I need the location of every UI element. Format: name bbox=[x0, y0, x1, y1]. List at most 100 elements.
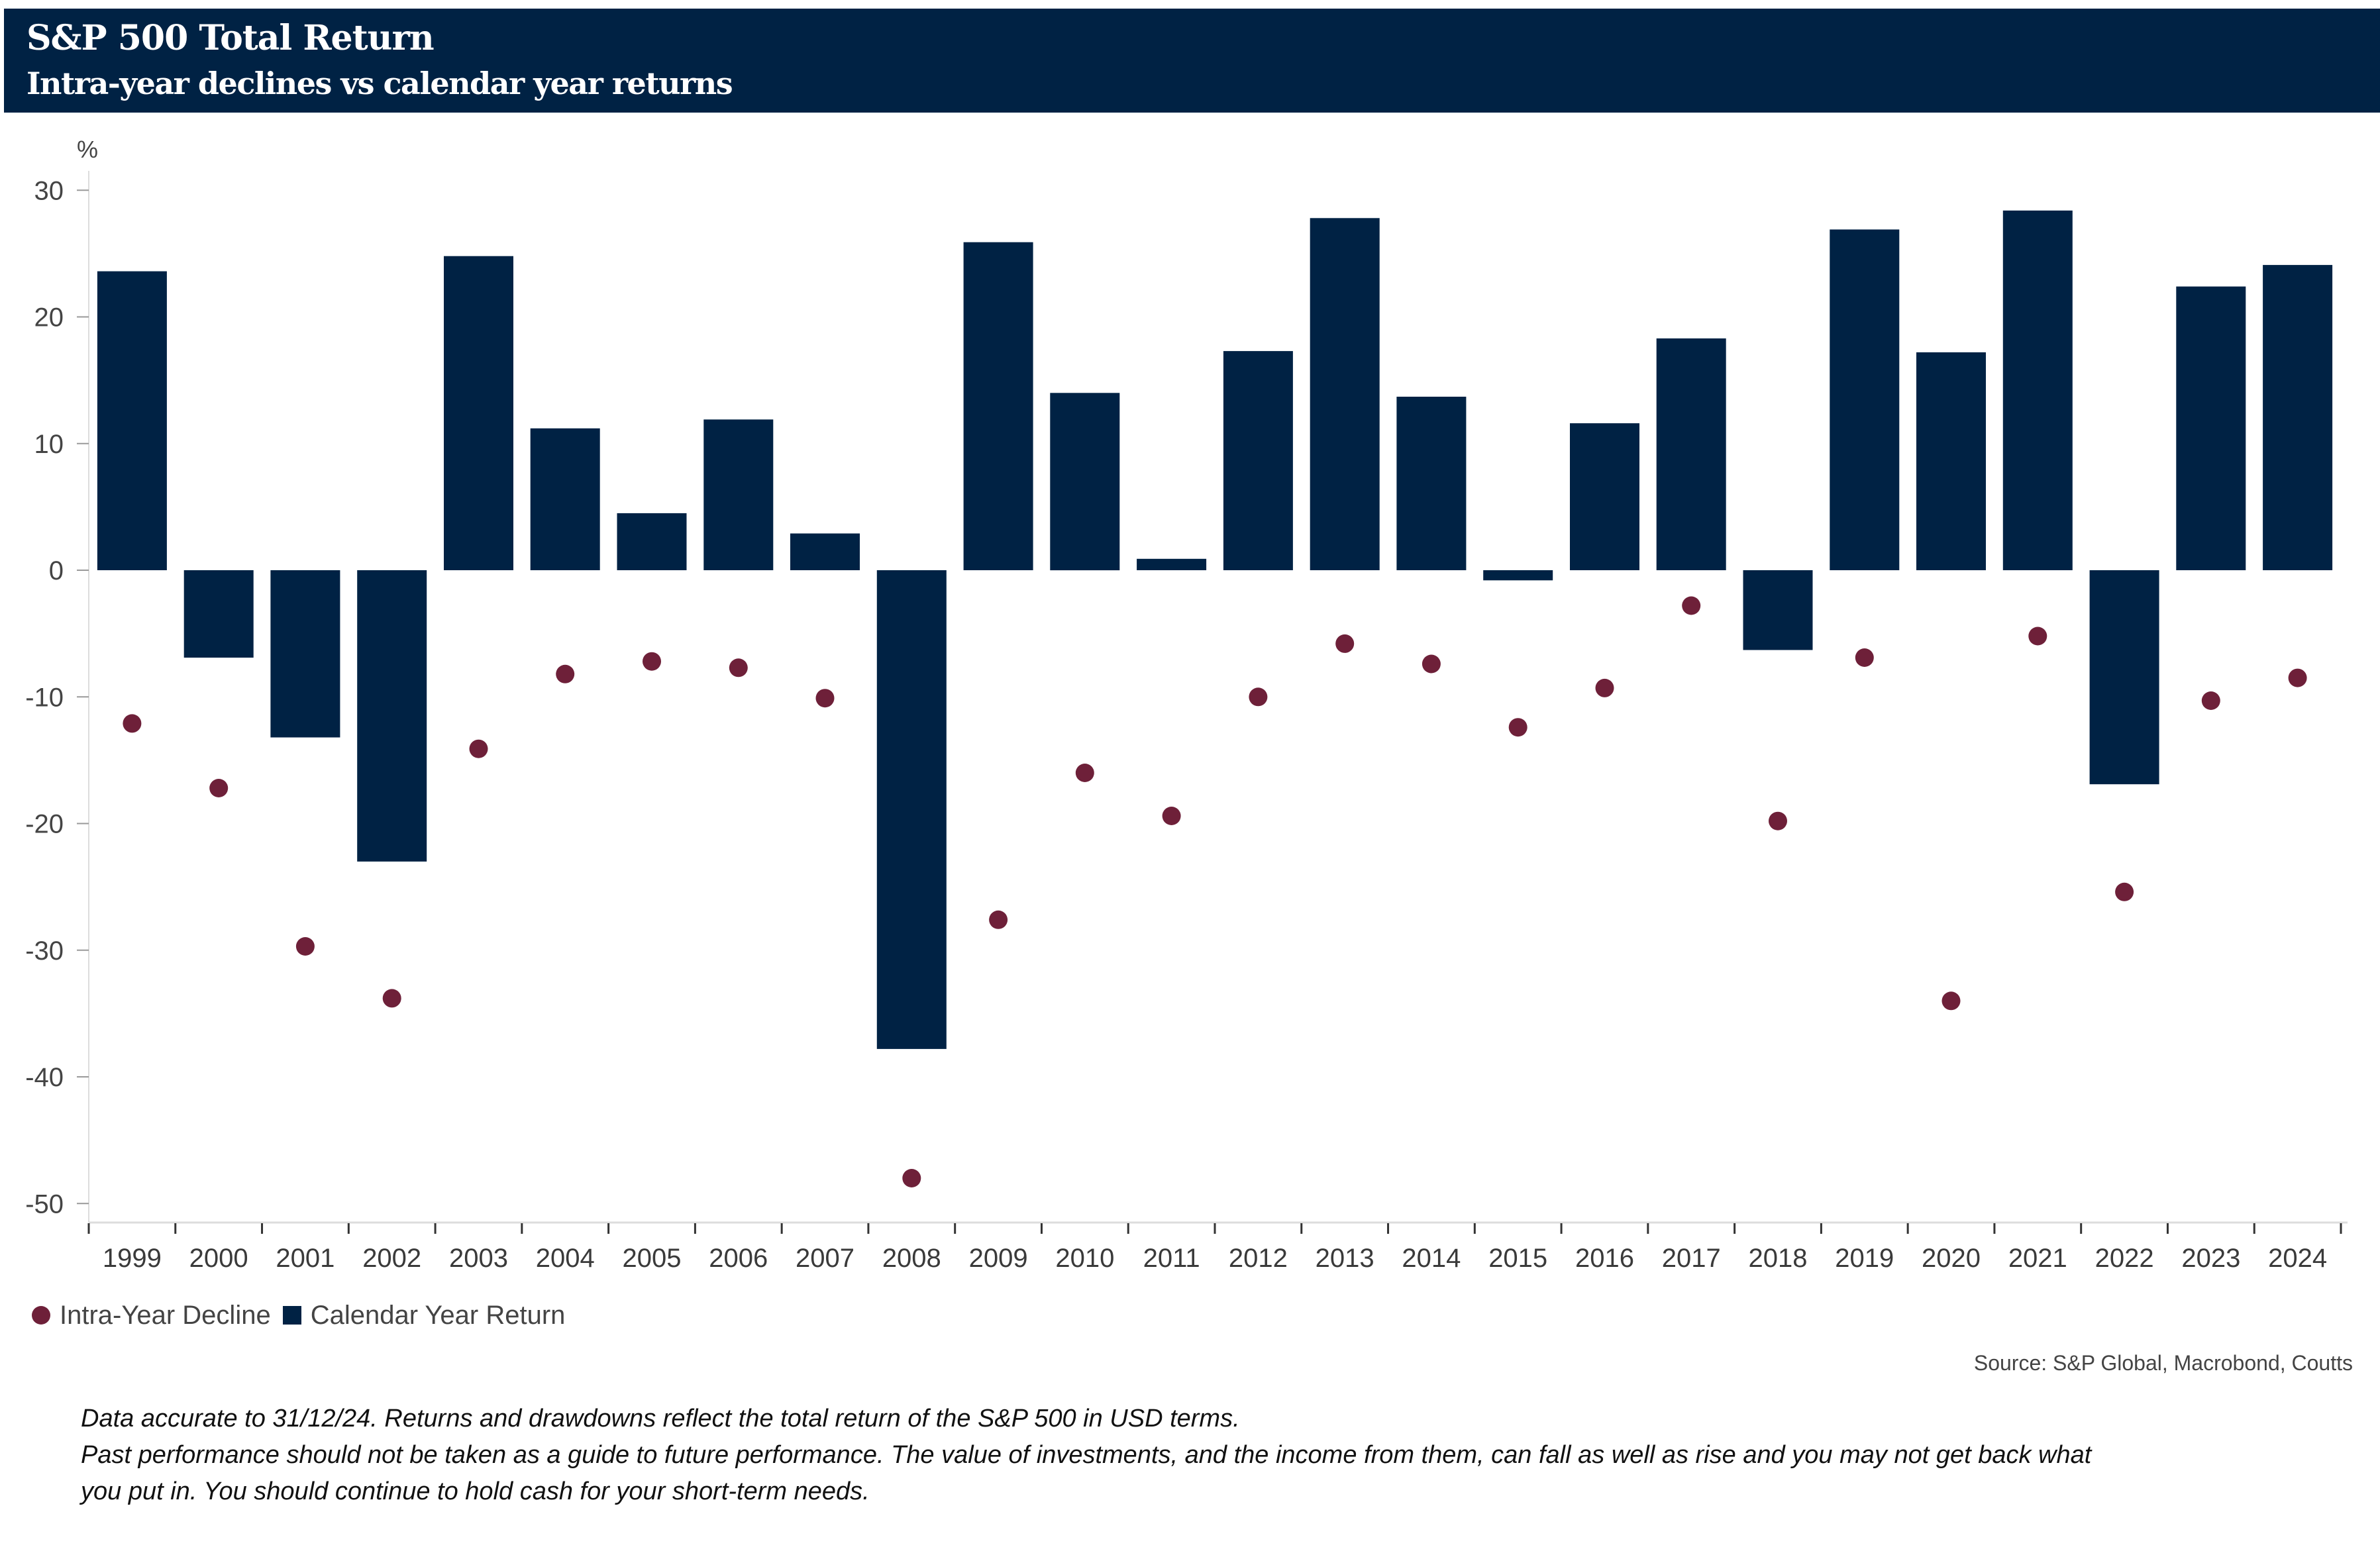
bar-2004 bbox=[530, 428, 600, 570]
x-tick-label: 2012 bbox=[1229, 1244, 1288, 1273]
dot-2004 bbox=[556, 664, 575, 683]
bar-series-calendar-year-return bbox=[97, 210, 2333, 1049]
dot-2003 bbox=[469, 739, 488, 758]
x-tick-label: 2015 bbox=[1488, 1244, 1547, 1273]
x-tick-label: 2020 bbox=[1922, 1244, 1981, 1273]
dot-2013 bbox=[1335, 634, 1355, 653]
bar-2024 bbox=[2263, 265, 2333, 570]
y-tick-label: -40 bbox=[25, 1063, 64, 1092]
x-tick-label: 2021 bbox=[2008, 1244, 2067, 1273]
dot-2000 bbox=[209, 779, 229, 797]
bar-2005 bbox=[617, 513, 687, 570]
chart-legend: Intra-Year Decline Calendar Year Return bbox=[32, 1298, 565, 1332]
y-axis-unit-label: % bbox=[77, 136, 98, 163]
dot-2008 bbox=[902, 1169, 921, 1187]
bar-2021 bbox=[2002, 210, 2073, 570]
legend-label-intra-year-decline: Intra-Year Decline bbox=[60, 1300, 271, 1330]
bar-2023 bbox=[2176, 286, 2246, 570]
bar-2000 bbox=[183, 570, 254, 658]
x-tick-label: 2024 bbox=[2268, 1244, 2327, 1273]
dot-2009 bbox=[989, 910, 1008, 929]
chart-subtitle: Intra-year declines vs calendar year ret… bbox=[26, 66, 733, 101]
y-tick-label: 20 bbox=[34, 303, 64, 332]
dot-2022 bbox=[2115, 882, 2134, 901]
dot-2012 bbox=[1249, 687, 1268, 707]
scatter-series-intra-year-decline bbox=[123, 596, 2307, 1187]
bar-2002 bbox=[357, 570, 427, 862]
dot-2021 bbox=[2028, 627, 2047, 646]
bar-2016 bbox=[1570, 423, 1639, 570]
chart-title: S&P 500 Total Return bbox=[26, 18, 435, 58]
x-tick-label: 2016 bbox=[1575, 1244, 1634, 1273]
bar-2007 bbox=[790, 533, 860, 570]
dot-2002 bbox=[382, 989, 401, 1008]
x-tick-label: 2017 bbox=[1662, 1244, 1721, 1273]
x-tick-label: 2005 bbox=[623, 1244, 682, 1273]
dot-2016 bbox=[1595, 678, 1614, 697]
disclaimer-line: Past performance should not be taken as … bbox=[81, 1441, 2092, 1469]
y-tick-label: -50 bbox=[25, 1189, 64, 1219]
disclaimer-line: you put in. You should continue to hold … bbox=[81, 1478, 870, 1505]
x-tick-label: 2011 bbox=[1143, 1244, 1200, 1273]
bar-2017 bbox=[1656, 338, 1726, 570]
x-tick-label: 2009 bbox=[969, 1244, 1028, 1273]
disclaimer-line: Data accurate to 31/12/24. Returns and d… bbox=[81, 1405, 1240, 1432]
bar-2020 bbox=[1916, 352, 1986, 570]
x-tick-label: 2000 bbox=[189, 1244, 248, 1273]
bar-2006 bbox=[703, 419, 774, 570]
dot-2020 bbox=[1941, 991, 1961, 1011]
legend-label-calendar-year-return: Calendar Year Return bbox=[310, 1300, 566, 1330]
bar-2010 bbox=[1050, 393, 1120, 571]
y-tick-label: 30 bbox=[34, 176, 64, 205]
dot-2018 bbox=[1769, 811, 1787, 830]
bar-2008 bbox=[876, 570, 947, 1049]
x-tick-label: 2014 bbox=[1402, 1244, 1461, 1273]
bar-2014 bbox=[1396, 397, 1467, 570]
x-tick-label: 2006 bbox=[709, 1244, 768, 1273]
x-tick-label: 1999 bbox=[103, 1244, 162, 1273]
bar-2013 bbox=[1310, 218, 1380, 570]
y-tick-label: -30 bbox=[25, 936, 64, 966]
dot-2014 bbox=[1422, 654, 1441, 674]
x-tick-label: 2022 bbox=[2095, 1244, 2154, 1273]
x-tick-label: 2004 bbox=[536, 1244, 595, 1273]
bar-2001 bbox=[270, 570, 340, 738]
disclaimer-notes: Data accurate to 31/12/24. Returns and d… bbox=[81, 1401, 2333, 1510]
dot-2017 bbox=[1682, 596, 1701, 615]
dot-2001 bbox=[295, 937, 315, 956]
bar-2015 bbox=[1483, 570, 1553, 581]
x-tick-label: 2018 bbox=[1749, 1244, 1808, 1273]
dot-2005 bbox=[643, 652, 661, 671]
y-tick-label: 10 bbox=[34, 430, 64, 459]
x-tick-label: 2001 bbox=[276, 1244, 335, 1273]
dot-2011 bbox=[1162, 807, 1181, 825]
legend-square-icon bbox=[282, 1306, 301, 1325]
legend-circle-icon bbox=[32, 1306, 50, 1325]
x-tick-label: 2008 bbox=[882, 1244, 941, 1273]
dot-2007 bbox=[815, 689, 835, 708]
dot-2006 bbox=[729, 658, 748, 677]
bar-2012 bbox=[1223, 351, 1293, 570]
bar-2022 bbox=[2089, 570, 2159, 785]
dot-2023 bbox=[2201, 691, 2220, 710]
bar-1999 bbox=[97, 271, 167, 570]
y-tick-label: -10 bbox=[25, 683, 64, 712]
source-note: Source: S&P Global, Macrobond, Coutts bbox=[1973, 1351, 2353, 1375]
dot-2024 bbox=[2288, 668, 2307, 687]
bar-2018 bbox=[1743, 570, 1813, 650]
y-axis: 30 20 10 0 -10 -20 -30 -40 -50 bbox=[25, 171, 89, 1223]
y-tick-label: 0 bbox=[49, 556, 64, 585]
bar-2019 bbox=[1830, 229, 1900, 570]
x-tick-label: 2013 bbox=[1316, 1244, 1374, 1273]
x-tick-label: 2019 bbox=[1835, 1244, 1894, 1273]
x-tick-label: 2003 bbox=[449, 1244, 508, 1273]
chart-header: S&P 500 Total Return Intra-year declines… bbox=[4, 9, 2380, 113]
dot-2010 bbox=[1075, 764, 1094, 782]
x-tick-label: 2007 bbox=[796, 1244, 854, 1273]
bar-2009 bbox=[963, 242, 1033, 570]
bar-2003 bbox=[444, 256, 513, 570]
dot-2019 bbox=[1855, 648, 1874, 667]
x-tick-label: 2002 bbox=[362, 1244, 421, 1273]
x-tick-label: 2010 bbox=[1055, 1244, 1114, 1273]
x-axis: 1999 2000 2001 2002 2003 2004 2005 2006 2007 2008… bbox=[87, 1221, 2348, 1273]
